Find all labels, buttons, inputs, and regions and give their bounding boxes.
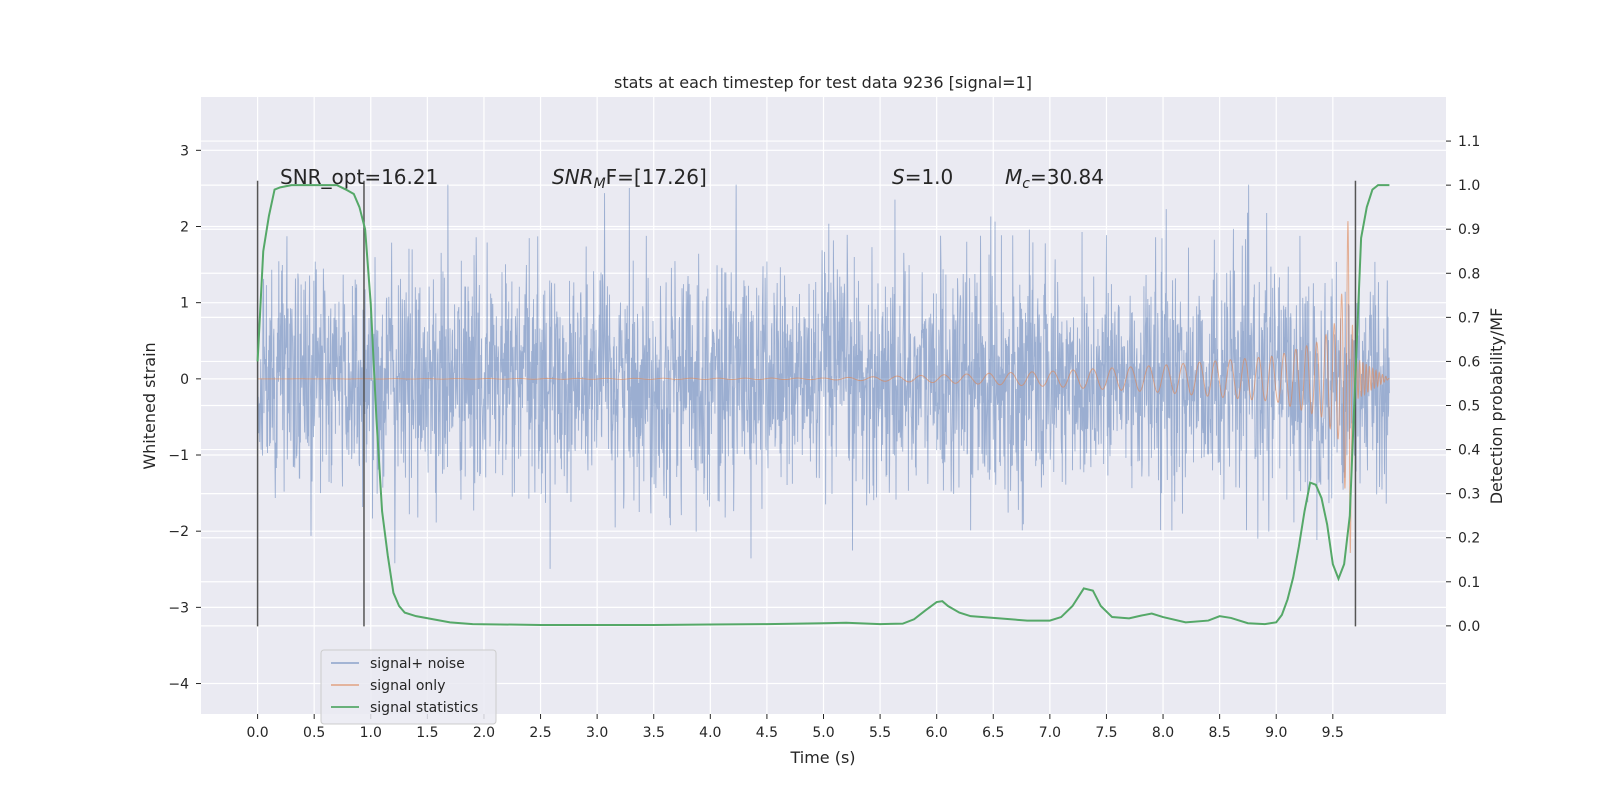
- right-y-axis-ticks: 1.1 1.0 0.9 0.8 0.7 0.6 0.5 0.4 0.3 0.2 0.1 0.0: [1446, 134, 1480, 635]
- mc-subscript: c: [1022, 176, 1030, 192]
- chirp-trace: [257, 221, 1390, 554]
- left-y-axis-ticks: 3 2 1 0 −1 −2 −3 −4: [168, 143, 201, 693]
- right-y-tick-label: 0.6: [1458, 354, 1480, 370]
- annotation-mc: Mc=30.84: [1005, 165, 1104, 192]
- x-tick-label: 2.0: [473, 725, 495, 741]
- x-tick-label: 1.5: [416, 725, 438, 741]
- x-tick-label: 1.0: [360, 725, 382, 741]
- right-y-tick-label: 0.9: [1458, 222, 1480, 238]
- annotation-s: S=1.0: [892, 165, 953, 189]
- left-y-tick-label: 2: [180, 219, 189, 235]
- annotation-snr-opt: SNR_opt=16.21: [280, 165, 438, 189]
- left-y-tick-label: −2: [168, 524, 189, 540]
- legend-label-signal-only: signal only: [370, 678, 445, 694]
- legend-box: [320, 649, 497, 725]
- legend: signal+ noise signal only signal statist…: [320, 649, 497, 725]
- legend-label-signal-statistics: signal statistics: [370, 700, 478, 716]
- series-signal-plus-noise: [257, 184, 1390, 569]
- right-y-tick-label: 0.0: [1458, 619, 1480, 635]
- x-tick-label: 3.0: [586, 725, 608, 741]
- vertical-markers: [256, 180, 1357, 627]
- right-y-tick-label: 0.2: [1458, 531, 1480, 547]
- x-tick-label: 7.0: [1039, 725, 1061, 741]
- x-tick-label: 9.0: [1265, 725, 1287, 741]
- right-y-tick-label: 1.0: [1458, 178, 1480, 194]
- snr-mf-value: F=[17.26]: [606, 165, 707, 189]
- x-tick-label: 4.0: [699, 725, 721, 741]
- right-y-tick-label: 0.3: [1458, 487, 1480, 503]
- x-tick-label: 5.0: [812, 725, 834, 741]
- x-tick-label: 7.5: [1095, 725, 1117, 741]
- right-y-tick-label: 1.1: [1458, 134, 1480, 150]
- left-y-tick-label: 1: [180, 296, 189, 312]
- mc-symbol: M: [1005, 165, 1022, 189]
- noise-trace: [257, 184, 1390, 569]
- left-y-tick-label: 0: [180, 372, 189, 388]
- x-tick-label: 0.0: [246, 725, 268, 741]
- left-y-tick-label: 3: [180, 143, 189, 159]
- x-tick-label: 8.0: [1152, 725, 1174, 741]
- snr-mf-subscript: M: [594, 176, 606, 192]
- chart-title: stats at each timestep for test data 923…: [614, 73, 1032, 92]
- x-tick-label: 2.5: [529, 725, 551, 741]
- mc-value: =30.84: [1030, 165, 1104, 189]
- series-signal-statistics: [256, 184, 1390, 626]
- x-axis-ticks: 0.0 0.5 1.0 1.5 2.0 2.5 3.0 3.5 4.0 4.5 5.0 5.5 6.0 6…: [246, 714, 1344, 741]
- snr-mf-symbol: SNR: [552, 165, 594, 189]
- x-tick-label: 6.0: [926, 725, 948, 741]
- right-y-tick-label: 0.8: [1458, 266, 1480, 282]
- left-y-tick-label: −4: [168, 677, 189, 693]
- x-tick-label: 0.5: [303, 725, 325, 741]
- right-y-axis-label: Detection probability/MF: [1487, 308, 1506, 505]
- x-tick-label: 8.5: [1209, 725, 1231, 741]
- series-signal-only: [257, 221, 1390, 554]
- x-tick-label: 6.5: [982, 725, 1004, 741]
- left-y-axis-label: Whitened strain: [140, 342, 159, 469]
- right-y-tick-label: 0.4: [1458, 443, 1480, 459]
- right-y-tick-label: 0.1: [1458, 575, 1480, 591]
- left-y-tick-label: −1: [168, 448, 189, 464]
- x-axis-label: Time (s): [789, 748, 855, 767]
- x-tick-label: 4.5: [756, 725, 778, 741]
- statistics-line: [256, 184, 1390, 626]
- x-tick-label: 9.5: [1322, 725, 1344, 741]
- s-symbol: S: [892, 165, 905, 189]
- left-y-tick-label: −3: [168, 600, 189, 616]
- right-y-tick-label: 0.5: [1458, 399, 1480, 415]
- legend-label-signal-plus-noise: signal+ noise: [370, 656, 465, 672]
- right-y-tick-label: 0.7: [1458, 310, 1480, 326]
- x-tick-label: 3.5: [643, 725, 665, 741]
- s-value: =1.0: [905, 165, 954, 189]
- x-tick-label: 5.5: [869, 725, 891, 741]
- annotation-snr-mf: SNRMF=[17.26]: [552, 165, 707, 192]
